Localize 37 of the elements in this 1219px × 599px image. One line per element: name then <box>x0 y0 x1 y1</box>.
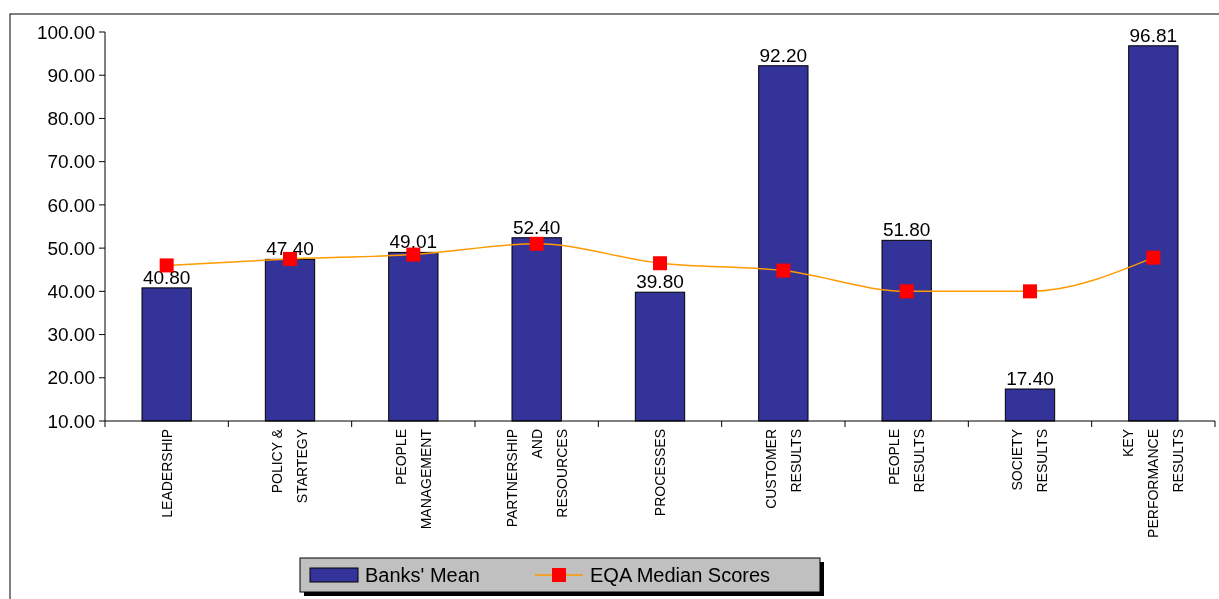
x-tick-label: LEADERSHIP <box>158 429 175 518</box>
data-label: 39.80 <box>636 271 684 293</box>
y-tick-label: 90.00 <box>47 64 95 86</box>
point <box>899 284 914 299</box>
x-tick-label: PARTNERSHIP AND RESOURCES <box>503 429 570 528</box>
x-tick-label: POLICY & STARTEGY <box>269 428 311 504</box>
legend-label: Banks' Mean <box>365 564 480 586</box>
point <box>776 263 791 278</box>
data-label: 92.20 <box>759 44 808 66</box>
point <box>406 247 421 262</box>
y-tick-label: 40.00 <box>47 280 95 302</box>
y-tick-label: 10.00 <box>47 410 95 432</box>
x-tick-label: PEOPLE MANAGEMENT <box>392 428 434 530</box>
y-tick-label: 50.00 <box>47 237 95 259</box>
y-tick-label: 80.00 <box>47 108 95 130</box>
data-label: 49.01 <box>389 231 438 253</box>
x-tick-label: PROCESSES <box>651 429 668 517</box>
data-label: 47.40 <box>266 238 314 260</box>
x-tick-label: KEY PERFORMANCE RESULTS <box>1120 428 1187 538</box>
y-tick-label: 30.00 <box>47 324 95 346</box>
x-tick-label: CUSTOMER RESULTS <box>762 429 804 509</box>
data-label: 17.40 <box>1006 368 1054 390</box>
y-tick-label: 60.00 <box>47 194 95 216</box>
x-tick-label: SOCIETY RESULTS <box>1009 428 1051 493</box>
y-tick-label: 70.00 <box>47 151 95 173</box>
data-label: 96.81 <box>1129 24 1178 46</box>
point <box>529 236 544 251</box>
data-label: 52.40 <box>512 216 561 238</box>
point <box>653 256 667 271</box>
x-tick-label: PEOPLE RESULTS <box>886 429 928 493</box>
point <box>1023 284 1037 299</box>
y-tick-label: 100.00 <box>36 21 95 43</box>
legend-label: EQA Median Scores <box>590 564 771 586</box>
data-label: 51.80 <box>882 219 931 241</box>
y-tick-label: 20.00 <box>47 367 95 389</box>
point <box>1146 250 1161 265</box>
data-label: 40.80 <box>142 266 191 288</box>
